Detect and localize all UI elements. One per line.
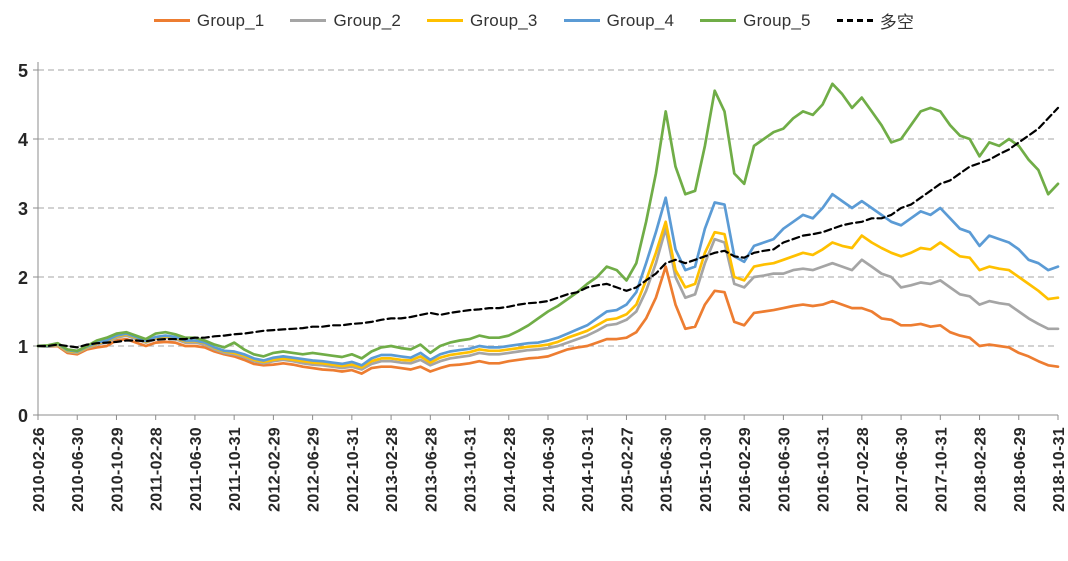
legend-item-Group_3: Group_3 — [427, 11, 538, 31]
x-tick-label: 2017-06-30 — [894, 427, 911, 512]
x-tick-label: 2011-02-28 — [149, 427, 166, 511]
legend-item-Group_4: Group_4 — [563, 10, 675, 31]
legend-label: Group_4 — [606, 10, 675, 30]
x-tick-label: 2015-06-30 — [659, 427, 676, 512]
x-tick-label: 2017-02-28 — [855, 427, 872, 512]
y-tick-label: 4 — [18, 130, 28, 150]
x-tick-label: 2012-10-31 — [345, 427, 362, 512]
legend-label: 多空 — [879, 13, 915, 32]
legend-item-Group_1: Group_1 — [153, 10, 265, 31]
x-tick-label: 2012-02-29 — [266, 427, 283, 512]
x-tick-label: 2018-02-28 — [973, 427, 990, 512]
legend-label: Group_3 — [470, 10, 538, 30]
line-swatch-icon — [427, 19, 464, 22]
x-tick-label: 2013-02-28 — [384, 427, 401, 512]
x-tick-label: 2012-06-29 — [306, 427, 323, 512]
y-tick-label: 3 — [18, 199, 28, 219]
x-tick-label: 2013-10-31 — [463, 427, 480, 512]
x-tick-label: 2016-06-30 — [776, 427, 793, 512]
y-tick-label: 5 — [18, 61, 28, 81]
dashed-line-swatch-icon — [836, 19, 873, 22]
x-tick-label: 2013-06-28 — [423, 427, 440, 512]
x-tick-label: 2016-02-29 — [737, 427, 754, 512]
x-tick-label: 2014-06-30 — [541, 427, 558, 512]
line-swatch-icon — [153, 19, 190, 22]
x-tick-label: 2015-02-27 — [619, 427, 636, 512]
x-tick-label: 2017-10-31 — [933, 427, 950, 512]
x-tick-label: 2016-10-31 — [816, 427, 833, 512]
x-tick-label: 2010-06-30 — [70, 427, 87, 512]
y-tick-label: 2 — [18, 268, 28, 288]
y-tick-label: 0 — [18, 406, 28, 426]
series-line-Group_4 — [36, 192, 1060, 367]
line-swatch-icon — [290, 19, 327, 22]
series-line-Group_2 — [36, 227, 1060, 371]
x-tick-label: 2014-10-31 — [580, 427, 597, 512]
x-tick-label: 2018-06-29 — [1012, 427, 1029, 512]
chart-legend: Group_1 Group_2 Group_3 Group_4 Group_5 多空 — [0, 8, 1068, 33]
x-tick-label: 2018-10-31 — [1051, 427, 1068, 512]
series-line-Group_5 — [36, 82, 1060, 360]
x-tick-label: 2011-06-30 — [188, 427, 205, 511]
x-tick-label: 2014-02-28 — [502, 427, 519, 512]
x-tick-label: 2015-10-30 — [698, 427, 715, 512]
x-tick-label: 2011-10-31 — [227, 427, 244, 511]
legend-item-Group_5: Group_5 — [700, 11, 811, 31]
series-line-Group_1 — [36, 265, 1060, 375]
legend-label: Group_5 — [743, 10, 811, 30]
legend-label: Group_2 — [333, 10, 402, 30]
series-line-多空 — [36, 106, 1060, 349]
legend-item-多空: 多空 — [836, 8, 915, 33]
legend-item-Group_2: Group_2 — [290, 11, 401, 31]
line-swatch-icon — [700, 19, 737, 22]
line-swatch-icon — [563, 19, 600, 22]
legend-label: Group_1 — [196, 10, 265, 30]
x-tick-label: 2010-02-26 — [31, 427, 48, 512]
x-tick-label: 2010-10-29 — [109, 427, 126, 512]
y-tick-label: 1 — [18, 337, 28, 357]
